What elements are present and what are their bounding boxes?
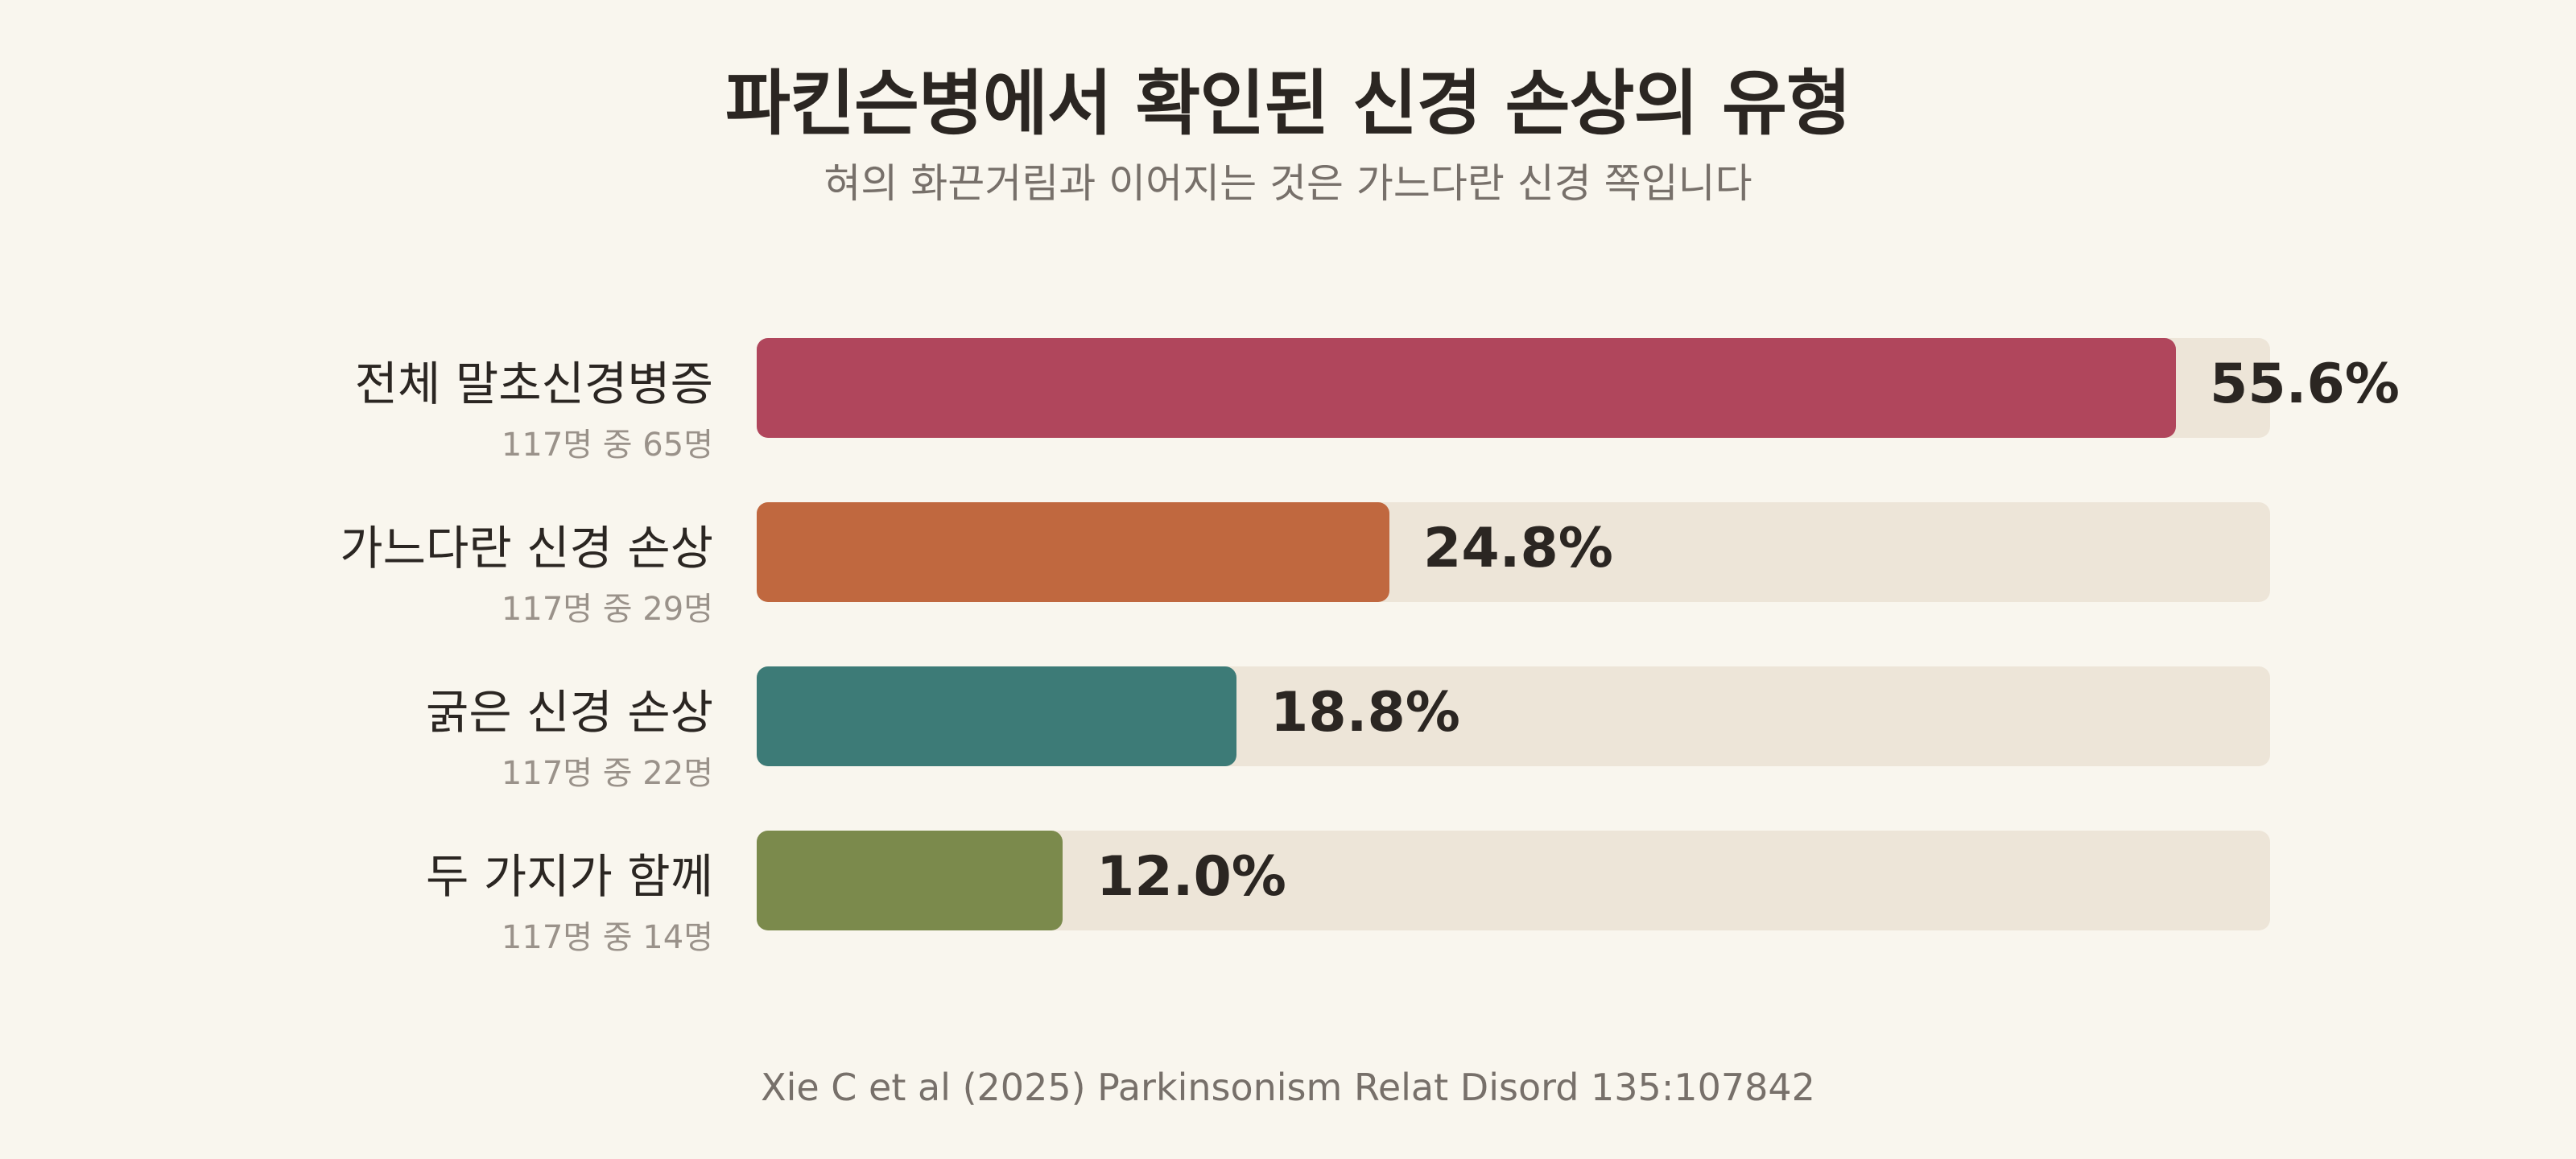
bar-value-label: 24.8% (1423, 517, 1613, 580)
bar-row: 굵은 신경 손상 117명 중 22명 18.8% (0, 666, 2576, 792)
bar-sublabel: 117명 중 29명 (501, 591, 713, 628)
bar-sublabel: 117명 중 65명 (501, 427, 713, 464)
bar-row: 가느다란 신경 손상 117명 중 29명 24.8% (0, 502, 2576, 628)
chart-subtitle: 혀의 화끈거림과 이어지는 것은 가느다란 신경 쪽입니다 (824, 160, 1752, 207)
bar-row: 두 가지가 함께 117명 중 14명 12.0% (0, 831, 2576, 956)
bar (757, 666, 1236, 766)
bar-sublabel: 117명 중 22명 (501, 755, 713, 792)
bar (757, 502, 1389, 602)
bar-label: 굵은 신경 손상 (425, 685, 713, 740)
bar-label: 가느다란 신경 손상 (340, 521, 713, 575)
chart-title: 파킨슨병에서 확인된 신경 손상의 유형 (725, 62, 1852, 145)
bar-value-label: 12.0% (1096, 845, 1286, 909)
bar-label: 전체 말초신경병증 (354, 357, 713, 411)
bar (757, 831, 1063, 930)
bar-label: 두 가지가 함께 (425, 849, 713, 904)
bar-value-label: 18.8% (1270, 681, 1460, 744)
bar-row: 전체 말초신경병증 117명 중 65명 55.6% (0, 338, 2576, 464)
chart-source: Xie C et al (2025) Parkinsonism Relat Di… (761, 1066, 1815, 1109)
bar-value-label: 55.6% (2210, 353, 2400, 416)
bar-sublabel: 117명 중 14명 (501, 919, 713, 956)
bar (757, 338, 2176, 438)
